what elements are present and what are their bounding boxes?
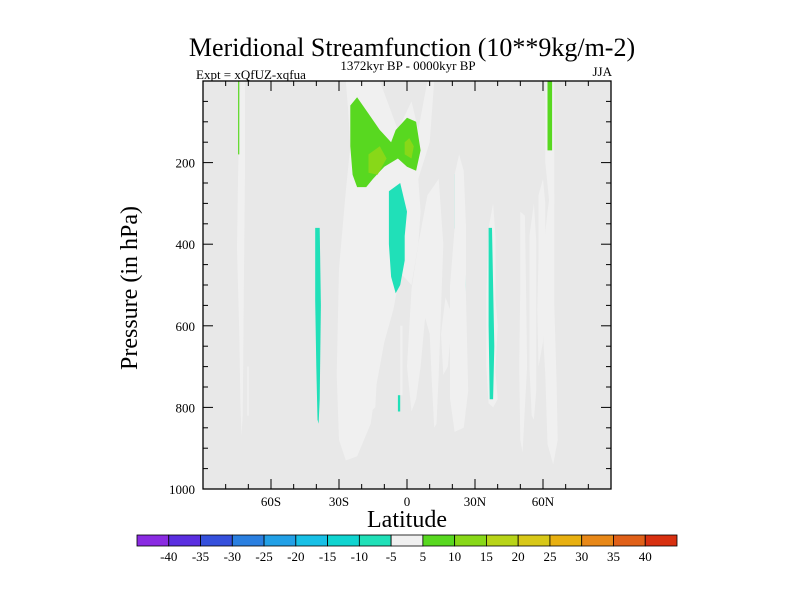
chart-subtitle-left: Expt = xQfUZ-xqfua (196, 67, 306, 82)
x-tick-label: 60S (261, 494, 281, 509)
colorbar-label: -15 (319, 549, 336, 564)
contour-region-0 (237, 81, 245, 436)
colorbar-swatch-12 (517, 534, 551, 547)
contour-region-23 (547, 81, 553, 151)
contour-region-11 (397, 395, 401, 412)
colorbar-swatch-7 (358, 534, 392, 547)
colorbar-label: 15 (480, 549, 493, 564)
colorbar-label: 5 (420, 549, 427, 564)
colorbar-swatch-0 (136, 534, 170, 547)
colorbar-swatch-11 (486, 534, 519, 547)
contour-region-1 (247, 366, 249, 416)
colorbar-label: 25 (543, 549, 556, 564)
colorbar-label: 35 (607, 549, 620, 564)
contour-region-12 (407, 178, 444, 428)
contour-region-5 (350, 97, 421, 188)
chart-subtitle-center: 1372kyr BP - 0000kyr BP (340, 58, 475, 73)
contour-region-18 (519, 211, 528, 453)
axes: 200 400 600 800 1000 60S 30S 0 30N 60N (169, 80, 612, 509)
colorbar-swatch-5 (295, 534, 328, 547)
colorbar-swatch-15 (613, 534, 646, 547)
contour-region-8 (388, 183, 407, 294)
contour-region-21 (540, 170, 558, 465)
chart-subtitle-right: JJA (592, 64, 612, 79)
y-tick-label: 800 (176, 400, 196, 415)
y-tick-label: 200 (176, 156, 196, 171)
contour-region-9 (366, 276, 378, 412)
colorbar-label: -30 (224, 549, 241, 564)
colorbar-swatch-1 (168, 534, 201, 547)
y-tick-label: 600 (176, 319, 196, 334)
contour-region-10 (400, 325, 403, 396)
colorbar-swatch-14 (581, 534, 614, 547)
contour-region-7 (404, 138, 414, 159)
contour-region-17 (488, 227, 495, 400)
contour-region-3 (315, 227, 321, 424)
chart-title: Meridional Streamfunction (10**9kg/m-2) (189, 33, 635, 62)
colorbar-swatch-13 (549, 534, 583, 547)
contour-region-19 (529, 203, 537, 420)
colorbar-label: -40 (160, 549, 177, 564)
colorbar-label: 30 (575, 549, 588, 564)
colorbar-label: -25 (255, 549, 272, 564)
colorbar: -40 -35 -30 -25 -20 -15 -10 -5 5 10 15 20 25 30 35 40 (136, 534, 678, 564)
x-tick-label: 60N (532, 494, 555, 509)
colorbar-swatch-4 (263, 534, 297, 547)
x-tick-label: 30N (464, 494, 487, 509)
colorbar-swatch-8 (390, 534, 424, 547)
colorbar-swatch-6 (327, 534, 360, 547)
contour-region-2 (238, 81, 240, 155)
contour-region-13 (441, 297, 451, 375)
x-tick-label: 0 (404, 494, 411, 509)
x-axis-label: Latitude (367, 507, 447, 533)
contour-region-15 (450, 154, 469, 432)
colorbar-swatch-2 (200, 534, 233, 547)
y-axis-label: Pressure (in hPa) (117, 206, 143, 370)
plot-area (203, 81, 611, 489)
colorbar-swatch-16 (644, 534, 678, 547)
colorbar-swatch-10 (454, 534, 487, 547)
colorbar-swatch-3 (231, 534, 265, 547)
y-tick-label: 400 (176, 237, 196, 252)
colorbar-label: -20 (287, 549, 304, 564)
colorbar-label: -5 (386, 549, 397, 564)
y-tick-label: 1000 (169, 482, 195, 497)
colorbar-label: 10 (448, 549, 461, 564)
x-tick-label: 30S (329, 494, 349, 509)
colorbar-label: -10 (351, 549, 368, 564)
colorbar-label: -35 (192, 549, 209, 564)
colorbar-label: 40 (639, 549, 652, 564)
colorbar-swatch-9 (422, 534, 456, 547)
colorbar-label: 20 (512, 549, 525, 564)
contour-region-6 (368, 146, 387, 175)
